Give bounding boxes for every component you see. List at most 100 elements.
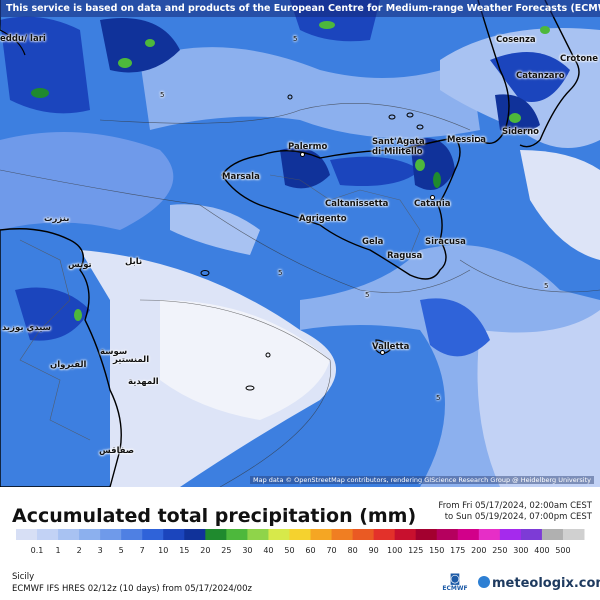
- legend-swatch: [520, 529, 543, 540]
- legend-tick-label: 90: [369, 546, 379, 555]
- city-label-sfax: صفاقس: [99, 446, 135, 456]
- legend-swatch: [268, 529, 290, 540]
- city-marker-valletta: [380, 350, 385, 355]
- legend-swatch: [247, 529, 269, 540]
- legend-swatch: [457, 529, 480, 540]
- legend-swatch: [16, 529, 38, 540]
- legend-swatch: [205, 529, 227, 540]
- legend-swatch: [184, 529, 206, 540]
- ecmwf-logo: ◙ ECMWF: [440, 573, 470, 597]
- legend-swatch: [562, 529, 585, 540]
- legend-tick-label: 20: [200, 546, 210, 555]
- city-label-sousse: سوسة: [100, 347, 128, 357]
- city-label-gela: Gela: [362, 237, 384, 247]
- legend-swatch: [100, 529, 122, 540]
- precipitation-legend: 0.1 1 2 3 5 7 10 15 20 25 30 40 50 60 70 80 90 100 125 150 1…: [16, 529, 585, 555]
- legend-tick-label: 500: [555, 546, 570, 555]
- legend-tick-label: 5: [119, 546, 124, 555]
- contour-label: 5: [436, 394, 441, 402]
- city-label-catanzaro: Catanzaro: [516, 71, 565, 81]
- city-label-santagata: Sant'Agata di Militello: [372, 137, 425, 157]
- city-label-nabeul: نابل: [125, 257, 143, 267]
- legend-swatch: [163, 529, 185, 540]
- legend-tick-label: 80: [347, 546, 357, 555]
- legend-swatch: [289, 529, 312, 540]
- legend-tick-label: 15: [179, 546, 189, 555]
- legend-tick-label: 100: [387, 546, 402, 555]
- legend-swatch: [352, 529, 375, 540]
- ecmwf-banner: This service is based on data and produc…: [0, 0, 600, 17]
- legend-tick-label: 1: [56, 546, 61, 555]
- city-marker-messina: [475, 137, 480, 142]
- city-label-sidibouzid: سيدي بوزيد: [2, 323, 52, 333]
- legend-swatch: [142, 529, 164, 540]
- contour-label: 5: [160, 91, 165, 99]
- map-title: Accumulated total precipitation (mm): [12, 505, 417, 527]
- legend-tick-label: 175: [450, 546, 465, 555]
- precipitation-map[interactable]: This service is based on data and produc…: [0, 0, 600, 487]
- legend-tick-label: 70: [326, 546, 336, 555]
- legend-tick-label: 60: [305, 546, 315, 555]
- legend-swatch: [499, 529, 522, 540]
- city-label-valletta: Valletta: [372, 342, 410, 352]
- legend-swatch: [373, 529, 396, 540]
- contour-label: 5: [293, 35, 298, 43]
- legend-tick-label: 125: [408, 546, 423, 555]
- legend-swatch: [37, 529, 59, 540]
- legend-swatch: [58, 529, 80, 540]
- city-label-crotone: Crotone: [560, 54, 598, 64]
- legend-tick-label: 200: [471, 546, 486, 555]
- legend-swatch: [79, 529, 101, 540]
- city-label-bizerte: بنزرت: [44, 214, 70, 224]
- region-name: Sicily: [12, 572, 35, 582]
- map-attribution: Map data © OpenStreetMap contributors, r…: [250, 476, 594, 484]
- globe-icon: [478, 576, 490, 588]
- city-marker-catania: [430, 195, 435, 200]
- city-label-ragusa: Ragusa: [387, 251, 423, 261]
- city-marker-palermo: [300, 152, 305, 157]
- ecmwf-logo-icon: ◙: [449, 572, 461, 585]
- legend-tick-label: 10: [158, 546, 168, 555]
- city-label-siracusa: Siracusa: [425, 237, 466, 247]
- time-range-to: to Sun 05/19/2024, 07:00pm CEST: [444, 512, 592, 522]
- legend-tick-label: 7: [140, 546, 145, 555]
- model-info: ECMWF IFS HRES 02/12z (10 days) from 05/…: [12, 584, 252, 594]
- map-canvas: [0, 0, 600, 487]
- legend-tick-label: 50: [284, 546, 294, 555]
- legend-swatch: [331, 529, 354, 540]
- legend-tick-label: 25: [221, 546, 231, 555]
- legend-tick-label: 300: [513, 546, 528, 555]
- legend-tick-label: 30: [242, 546, 252, 555]
- city-label-agrigento: Agrigento: [299, 214, 347, 224]
- city-label-cosenza: Cosenza: [496, 35, 536, 45]
- legend-tick-label: 250: [492, 546, 507, 555]
- city-label-monastir: المنستير: [113, 355, 150, 365]
- meteologix-brand-text: meteologix.com: [492, 576, 600, 591]
- contour-label: 5: [365, 291, 370, 299]
- legend-tick-label: 2: [77, 546, 82, 555]
- city-label-caltanissetta: Caltanissetta: [325, 199, 389, 209]
- city-label-marsala: Marsala: [222, 172, 260, 182]
- city-label-siderno: Siderno: [502, 127, 539, 137]
- ecmwf-logo-text: ECMWF: [442, 585, 468, 592]
- legend-tick-label: 150: [429, 546, 444, 555]
- city-label-palermo: Palermo: [288, 142, 328, 152]
- legend-swatch: [394, 529, 417, 540]
- map-footer: Accumulated total precipitation (mm) Fro…: [0, 487, 600, 600]
- legend-tick-label: 40: [263, 546, 273, 555]
- legend-swatch: [310, 529, 333, 540]
- legend-swatch: [226, 529, 248, 540]
- legend-swatch: [478, 529, 501, 540]
- legend-tick-label: 0.1: [31, 546, 44, 555]
- city-label-messina: Messina: [447, 135, 487, 145]
- city-label-tunis: تونس: [68, 260, 92, 270]
- contour-label: 5: [278, 269, 283, 277]
- city-label-mahdia: المهدية: [128, 377, 159, 387]
- legend-swatch: [436, 529, 459, 540]
- legend-swatch: [121, 529, 143, 540]
- contour-label: 5: [544, 282, 549, 290]
- city-label-cagliari: eddu/ lari: [0, 34, 46, 44]
- legend-tick-label: 3: [98, 546, 103, 555]
- legend-swatch: [541, 529, 564, 540]
- meteologix-logo[interactable]: meteologix.com: [478, 576, 600, 591]
